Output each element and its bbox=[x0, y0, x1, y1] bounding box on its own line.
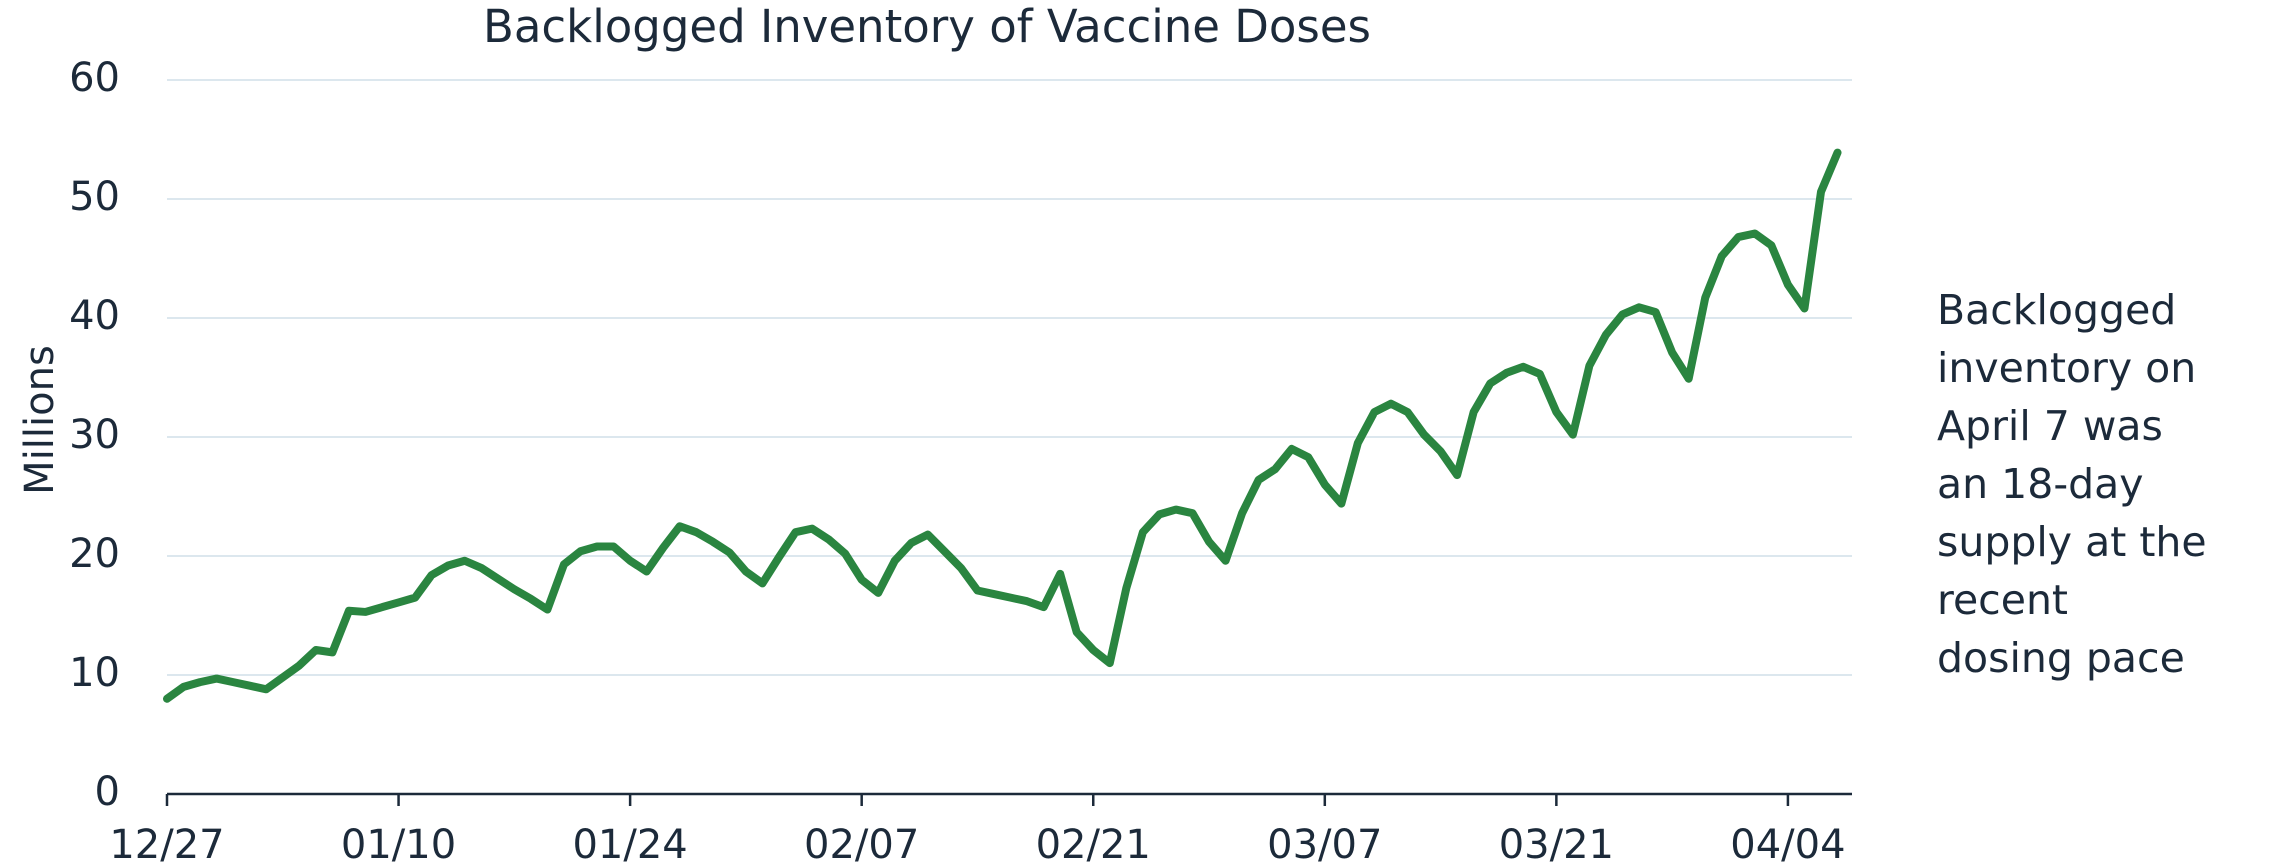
y-tick-label: 40 bbox=[69, 293, 120, 339]
y-tick-label: 0 bbox=[95, 769, 120, 815]
y-tick-label: 10 bbox=[69, 650, 120, 696]
x-tick-label: 03/21 bbox=[1499, 822, 1614, 863]
annotation: an 18-day bbox=[1937, 460, 2144, 508]
annotation: Backlogged bbox=[1937, 286, 2176, 334]
annotation: inventory on bbox=[1937, 344, 2196, 392]
y-tick-label: 30 bbox=[69, 412, 120, 458]
annotation: supply at the bbox=[1937, 518, 2207, 566]
y-axis-label: Millions bbox=[17, 345, 63, 495]
x-tick-label: 01/24 bbox=[572, 822, 687, 863]
data-line bbox=[163, 148, 1842, 703]
x-tick-label: 01/10 bbox=[341, 822, 456, 863]
chart-title: Backlogged Inventory of Vaccine Doses bbox=[483, 0, 1371, 53]
annotation: recent bbox=[1937, 576, 2068, 624]
x-tick-label: 04/04 bbox=[1730, 822, 1845, 863]
x-tick-label: 02/07 bbox=[804, 822, 919, 863]
x-tick-label: 02/21 bbox=[1036, 822, 1151, 863]
annotation: dosing pace bbox=[1937, 634, 2185, 682]
annotation: April 7 was bbox=[1937, 402, 2163, 450]
y-tick-label: 60 bbox=[69, 55, 120, 101]
y-tick-label: 20 bbox=[69, 531, 120, 577]
x-tick-label: 12/27 bbox=[109, 822, 224, 863]
x-tick-label: 03/07 bbox=[1267, 822, 1382, 863]
y-tick-label: 50 bbox=[69, 174, 120, 220]
